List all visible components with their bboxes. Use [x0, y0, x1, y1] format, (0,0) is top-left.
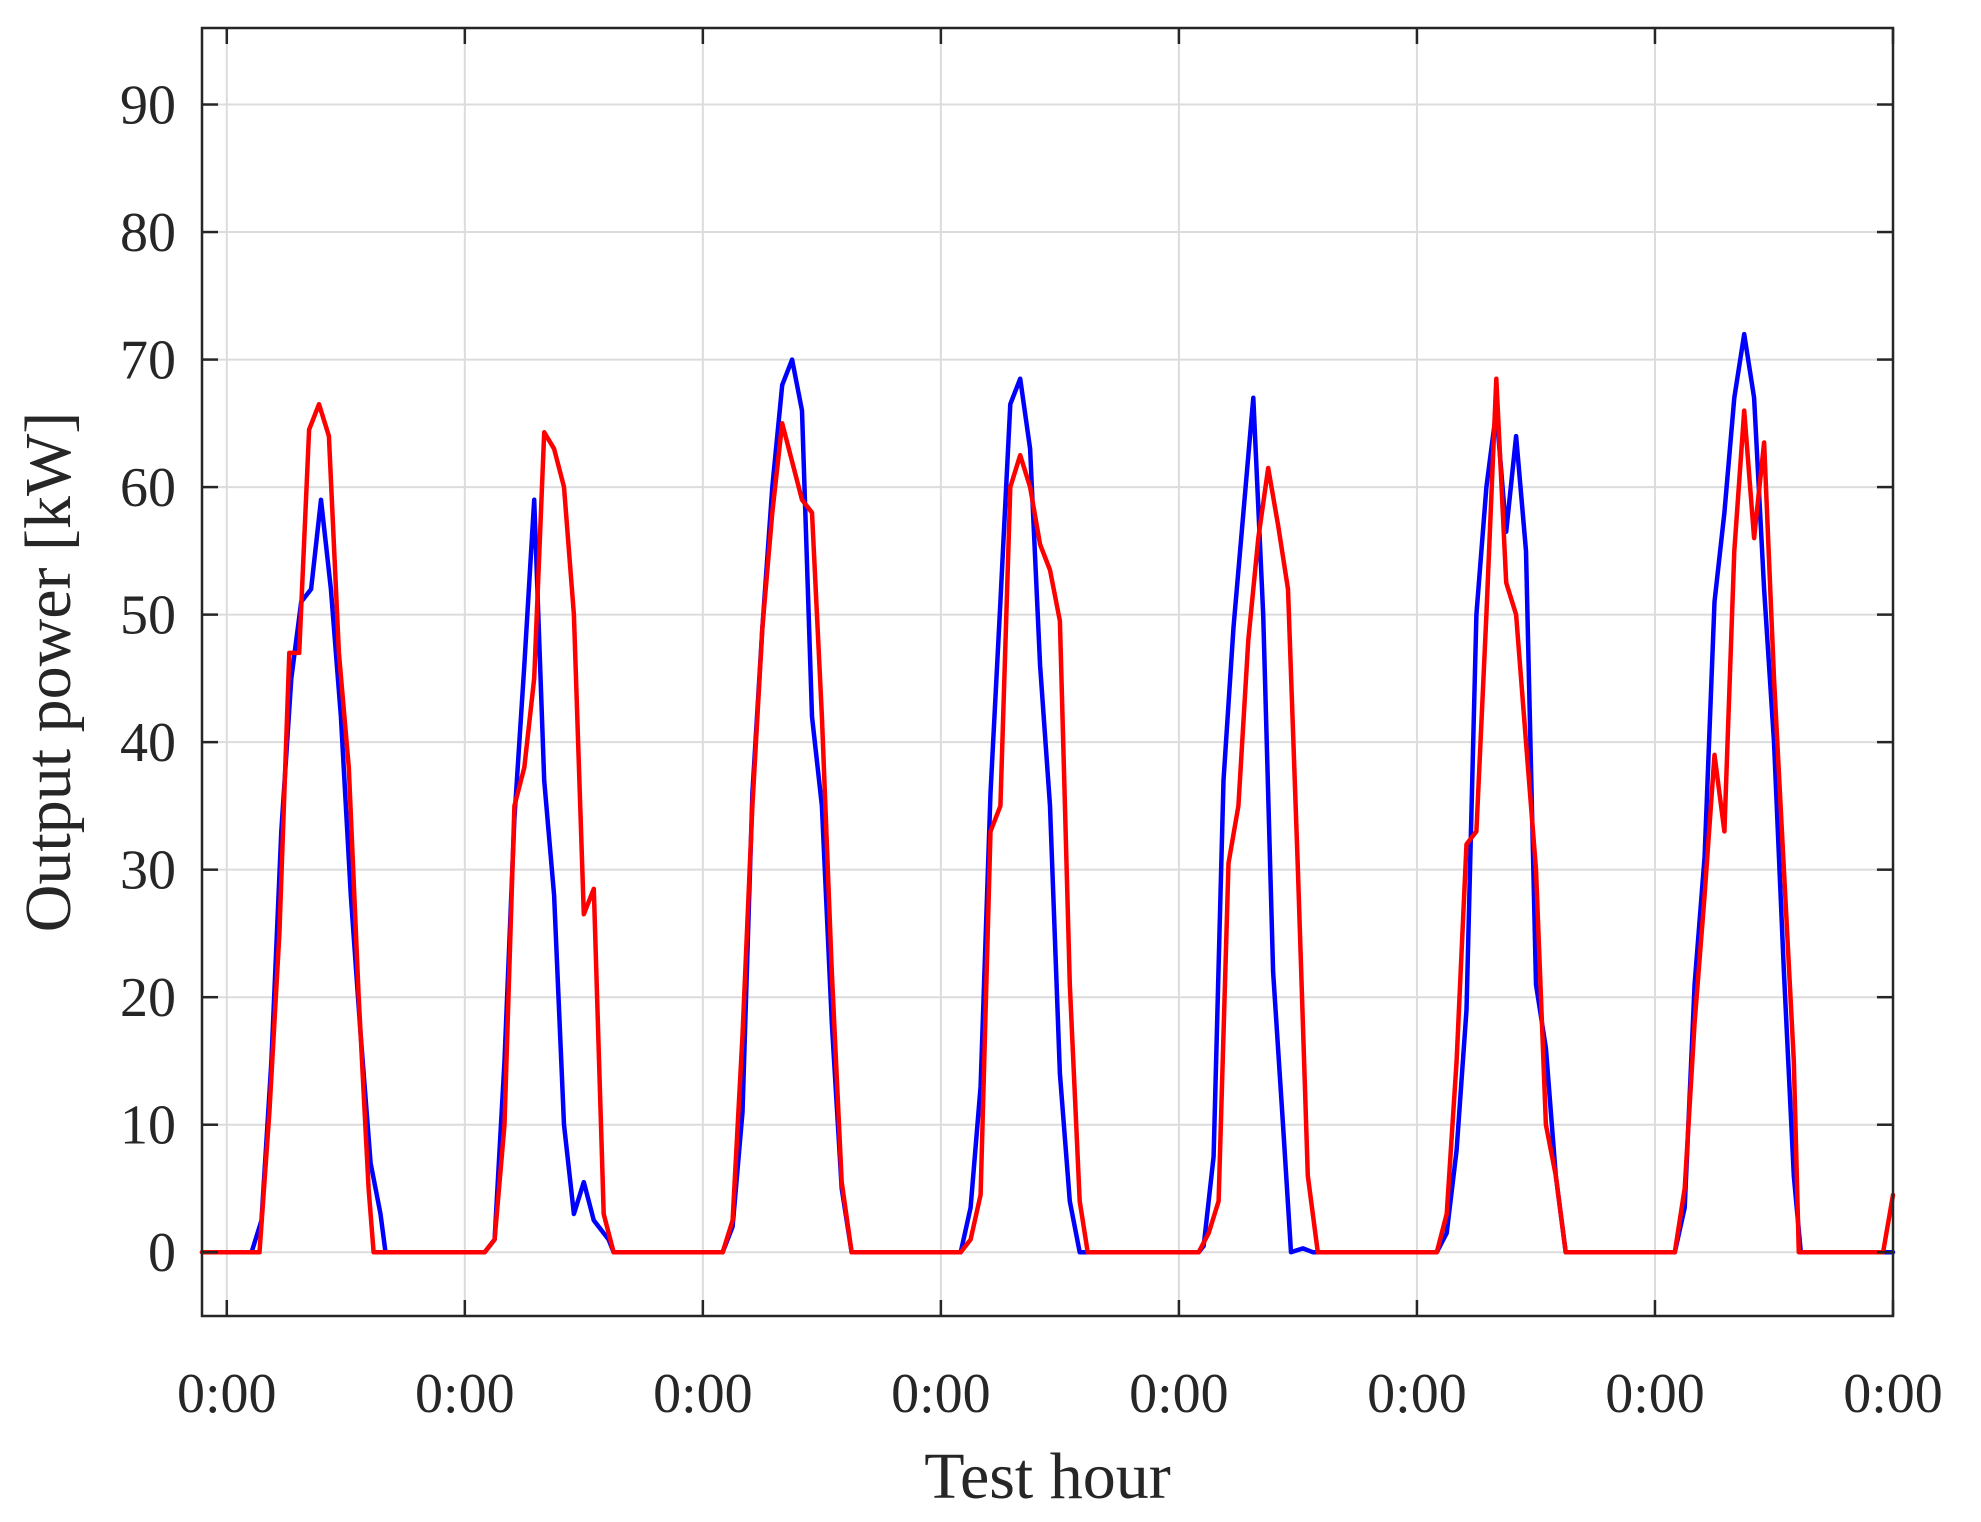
x-tick-label: 0:00	[1843, 1363, 1943, 1425]
x-tick-label: 0:00	[653, 1363, 753, 1425]
x-tick-label: 0:00	[1605, 1363, 1705, 1425]
tick-labels: 0 10 20 30 40 50 60 70 80 90 0:00 0:00 0:00 0:00 0:00 0…	[120, 75, 1943, 1425]
y-tick-label: 80	[120, 202, 176, 264]
y-tick-label: 10	[120, 1095, 176, 1157]
ticks	[202, 28, 1895, 1316]
x-tick-label: 0:00	[177, 1363, 277, 1425]
axes-box	[200, 26, 1895, 1318]
y-tick-label: 90	[120, 75, 176, 137]
y-tick-label: 40	[120, 712, 176, 774]
y-tick-label: 60	[120, 457, 176, 519]
series-group	[199, 331, 1896, 1255]
y-tick-label: 50	[120, 585, 176, 647]
series-line-red	[199, 376, 1896, 1255]
grid	[202, 28, 1894, 1316]
x-tick-label: 0:00	[891, 1363, 991, 1425]
x-tick-label: 0:00	[1129, 1363, 1229, 1425]
y-tick-label: 0	[148, 1222, 176, 1284]
y-tick-label: 30	[120, 840, 176, 902]
x-tick-label: 0:00	[415, 1363, 515, 1425]
y-tick-label: 70	[120, 330, 176, 392]
y-tick-label: 20	[120, 967, 176, 1029]
y-axis-label: Output power [kW]	[12, 412, 85, 933]
x-axis-label: Test hour	[924, 1440, 1171, 1513]
x-tick-label: 0:00	[1367, 1363, 1467, 1425]
